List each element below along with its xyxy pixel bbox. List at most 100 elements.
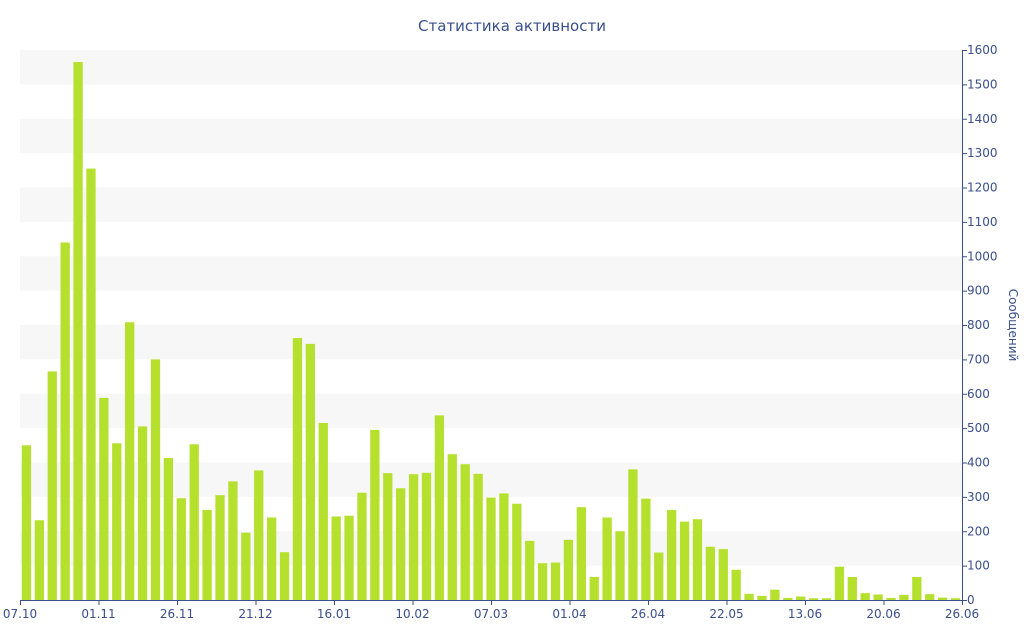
bar xyxy=(821,598,832,600)
bar xyxy=(796,596,806,600)
bar xyxy=(589,576,599,600)
y-tick-label: 100 xyxy=(967,559,990,573)
y-tick-label: 1600 xyxy=(967,43,998,57)
x-tick-label: 26.11 xyxy=(160,607,194,621)
bar xyxy=(525,540,535,600)
bar xyxy=(757,595,767,600)
bar xyxy=(150,359,161,600)
bar xyxy=(318,422,328,600)
x-tick-label: 21.12 xyxy=(238,607,272,621)
y-tick-label: 1000 xyxy=(967,249,998,263)
bar xyxy=(383,473,393,600)
x-tick-label: 22.05 xyxy=(709,607,743,621)
bar xyxy=(189,444,199,600)
x-tick-label: 13.06 xyxy=(788,607,822,621)
bar xyxy=(744,593,754,600)
grid-band xyxy=(20,393,962,429)
bar xyxy=(718,549,728,600)
bar xyxy=(357,492,367,600)
bar xyxy=(47,371,57,600)
x-tick-label: 26.06 xyxy=(945,607,979,621)
y-tick-label: 400 xyxy=(967,456,990,470)
x-axis: 07.10 01.11 26.11 21.12 16.01 10.02 07.03 01.04… xyxy=(3,600,979,621)
bar xyxy=(615,531,625,600)
x-tick-label: 01.11 xyxy=(81,607,115,621)
bar xyxy=(550,562,561,600)
bar xyxy=(705,546,716,600)
bar xyxy=(847,576,857,600)
chart-title: Статистика активности xyxy=(418,17,606,35)
y-tick-label: 1300 xyxy=(967,146,998,160)
y-tick-label: 900 xyxy=(967,284,990,298)
bar xyxy=(950,598,961,600)
x-tick-label: 10.02 xyxy=(395,607,429,621)
y-tick-label: 1100 xyxy=(967,215,998,229)
bar xyxy=(641,498,651,600)
bar xyxy=(292,338,303,600)
bar xyxy=(279,552,290,600)
y-tick-label: 1500 xyxy=(967,77,998,91)
bar xyxy=(886,597,896,600)
bar xyxy=(654,552,664,600)
bar xyxy=(125,322,135,600)
x-tick-label: 16.01 xyxy=(317,607,351,621)
bar xyxy=(834,566,845,600)
grid-band xyxy=(20,462,962,497)
bar xyxy=(667,509,677,600)
grid-band xyxy=(20,325,962,360)
bar xyxy=(266,517,277,600)
bar xyxy=(202,509,212,600)
bar xyxy=(73,62,83,600)
x-tick-label: 07.10 xyxy=(3,607,37,621)
bar xyxy=(576,507,586,600)
bar xyxy=(228,481,238,600)
bar xyxy=(215,495,225,600)
bar xyxy=(421,472,432,600)
bars xyxy=(21,62,961,600)
bar xyxy=(925,594,935,600)
bar xyxy=(679,521,690,600)
bar xyxy=(344,515,354,600)
grid-band xyxy=(20,118,962,154)
x-tick-label: 26.04 xyxy=(631,607,665,621)
x-tick-label: 07.03 xyxy=(474,607,508,621)
bar xyxy=(808,598,819,600)
bar xyxy=(563,539,574,600)
bar xyxy=(163,458,174,600)
bar xyxy=(692,519,703,600)
bar xyxy=(408,474,419,600)
y-tick-label: 300 xyxy=(967,490,990,504)
grid-band xyxy=(20,256,962,291)
bar xyxy=(305,343,315,600)
x-tick-label: 20.06 xyxy=(866,607,900,621)
bar xyxy=(434,415,445,600)
bar xyxy=(628,469,638,600)
bar xyxy=(912,576,922,600)
grid-band xyxy=(20,50,962,85)
y-axis: 0 100 200 300 400 500 600 700 800 900 1000 1100 1200… xyxy=(962,43,998,607)
bar xyxy=(370,429,380,600)
bar xyxy=(86,168,96,600)
y-axis-label: Сообщений xyxy=(1006,289,1020,362)
x-tick-label: 01.04 xyxy=(552,607,586,621)
bar xyxy=(460,464,470,600)
bar xyxy=(176,498,186,600)
bar xyxy=(60,242,70,600)
bar xyxy=(254,470,264,600)
bar xyxy=(396,488,406,600)
bar xyxy=(473,473,483,600)
y-tick-label: 500 xyxy=(967,421,990,435)
bar xyxy=(137,426,148,600)
bar xyxy=(447,454,457,600)
bar xyxy=(783,597,793,600)
bar xyxy=(486,497,496,600)
bar xyxy=(21,445,32,600)
grid-bands xyxy=(20,50,962,566)
y-tick-label: 600 xyxy=(967,387,990,401)
bar xyxy=(99,397,109,600)
y-tick-label: 800 xyxy=(967,318,990,332)
bar xyxy=(770,589,780,600)
y-tick-label: 1400 xyxy=(967,112,998,126)
bar xyxy=(860,593,870,600)
bar xyxy=(241,532,251,600)
